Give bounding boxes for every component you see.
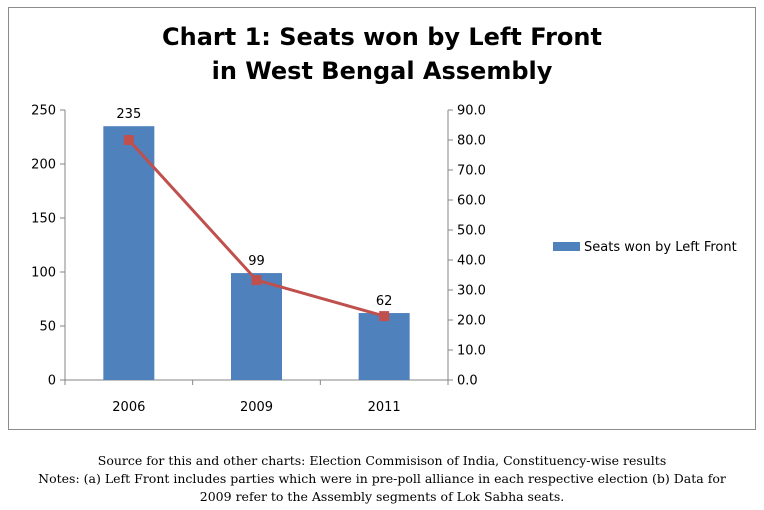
y-axis-right-tick-label: 90.0 bbox=[457, 104, 486, 119]
y-axis-left-tick-label: 100 bbox=[31, 266, 56, 281]
bar bbox=[103, 126, 155, 380]
bar-data-label: 62 bbox=[376, 294, 393, 309]
chart-plot: 0 50 100 150 200 250 0.0 10.0 20.0 30.0 40.0 50.0 60… bbox=[31, 104, 737, 416]
x-axis-tick-label: 2009 bbox=[240, 400, 273, 415]
line-point-marker bbox=[251, 275, 262, 286]
line-point-marker bbox=[379, 311, 390, 322]
y-axis-right-tick-label: 10.0 bbox=[457, 344, 486, 359]
y-axis-right-tick-label: 50.0 bbox=[457, 224, 486, 239]
y-axis-right-tick-label: 20.0 bbox=[457, 314, 486, 329]
chart-title-line-1: Chart 1: Seats won by Left Front bbox=[162, 23, 602, 51]
x-axis-tick-label: 2011 bbox=[368, 400, 401, 415]
y-axis-left-tick-label: 250 bbox=[31, 104, 56, 119]
footnote-source: Source for this and other charts: Electi… bbox=[97, 453, 667, 468]
y-axis-left-tick-label: 50 bbox=[39, 320, 56, 335]
y-axis-left-tick-label: 200 bbox=[31, 158, 56, 173]
y-axis-right-tick-label: 70.0 bbox=[457, 164, 486, 179]
legend-swatch bbox=[553, 242, 580, 251]
line-point-marker bbox=[123, 135, 134, 145]
bar-data-label: 235 bbox=[116, 107, 141, 122]
footnote-notes: Notes: (a) Left Front includes parties w… bbox=[38, 471, 726, 486]
bar bbox=[358, 313, 410, 380]
bar-data-label: 99 bbox=[248, 254, 265, 269]
bar bbox=[231, 273, 282, 380]
y-axis-right-tick-label: 30.0 bbox=[457, 284, 486, 299]
chart-title: Chart 1: Seats won by Left Front in West… bbox=[8, 20, 756, 88]
y-axis-left-tick-label: 0 bbox=[48, 374, 56, 389]
chart-title-line-2: in West Bengal Assembly bbox=[211, 57, 553, 85]
x-axis-tick-label: 2006 bbox=[112, 400, 145, 415]
y-axis-left-tick-label: 150 bbox=[31, 212, 56, 227]
y-axis-right-tick-label: 40.0 bbox=[457, 254, 486, 269]
y-axis-right-tick-label: 60.0 bbox=[457, 194, 486, 209]
chart-footnote: Source for this and other charts: Electi… bbox=[0, 452, 764, 506]
y-axis-right-tick-label: 0.0 bbox=[457, 374, 478, 389]
footnote-notes-continued: 2009 refer to the Assembly segments of L… bbox=[199, 489, 565, 504]
legend-label: Seats won by Left Front bbox=[584, 240, 737, 255]
y-axis-right-tick-label: 80.0 bbox=[457, 134, 486, 149]
